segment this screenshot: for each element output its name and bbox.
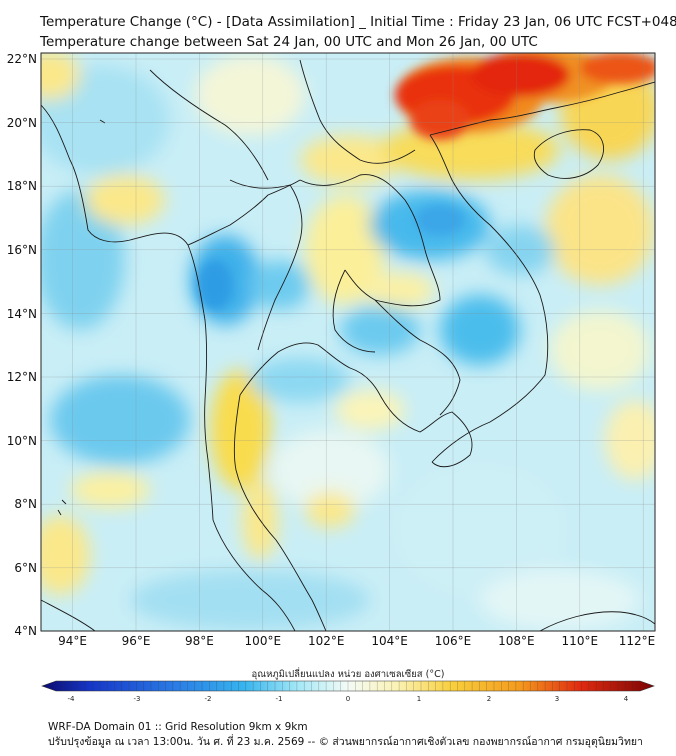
lon-label: 94°E: [58, 634, 87, 648]
lon-label: 112°E: [619, 634, 656, 648]
colorbar-tick: -1: [276, 695, 283, 703]
lon-label: 104°E: [371, 634, 408, 648]
lon-label: 98°E: [185, 634, 214, 648]
colorbar-tick: -3: [134, 695, 141, 703]
lat-label: 10°N: [7, 434, 37, 448]
colorbar-dividers: [63, 681, 633, 691]
colorbar-tick: 0: [346, 695, 350, 703]
lon-label: 96°E: [122, 634, 151, 648]
lat-label: 8°N: [14, 497, 37, 511]
footer-credit: ปรับปรุงข้อมูล ณ เวลา 13:00น. วัน ศ. ที่…: [48, 736, 643, 748]
lon-label: 100°E: [245, 634, 282, 648]
map-subtitle: Temperature change between Sat 24 Jan, 0…: [40, 34, 538, 50]
colorbar-tick: 2: [487, 695, 491, 703]
lon-label: 106°E: [435, 634, 472, 648]
temperature-field: [41, 53, 655, 631]
lat-label: 16°N: [7, 243, 37, 257]
lat-label: 4°N: [14, 624, 37, 638]
lat-label: 20°N: [7, 116, 37, 130]
colorbar-tick: 3: [555, 695, 559, 703]
lon-label: 108°E: [498, 634, 535, 648]
lat-label: 12°N: [7, 370, 37, 384]
colorbar-ticks: -4 -3 -2 -1 0 1 2 3 4: [68, 695, 629, 703]
colorbar-tick: 4: [624, 695, 629, 703]
lon-label: 102°E: [308, 634, 345, 648]
footer-model-info: WRF-DA Domain 01 :: Grid Resolution 9km …: [48, 721, 308, 733]
colorbar-tick: 1: [417, 695, 421, 703]
lon-label: 110°E: [562, 634, 599, 648]
map-frame: [40, 52, 656, 632]
lat-label: 18°N: [7, 179, 37, 193]
graticule: [41, 53, 655, 631]
footer: WRF-DA Domain 01 :: Grid Resolution 9km …: [48, 720, 643, 750]
title-block: Temperature Change (°C) - [Data Assimila…: [40, 12, 676, 52]
colorbar-tick: -2: [205, 695, 212, 703]
colorbar-label: อุณหภูมิเปลี่ยนแปลง หน่วย องศาเซลเซียส (…: [252, 667, 445, 680]
lat-label: 22°N: [7, 52, 37, 66]
colorbar-tick: -4: [68, 695, 76, 703]
coastline-borders: [41, 59, 655, 631]
lat-labels: 22°N 20°N 18°N 16°N 14°N 12°N 10°N 8°N 6…: [7, 52, 37, 638]
lat-label: 6°N: [14, 561, 37, 575]
map-title: Temperature Change (°C) - [Data Assimila…: [40, 14, 676, 30]
lon-labels: 94°E 96°E 98°E 100°E 102°E 104°E 106°E 1…: [58, 634, 655, 648]
lat-label: 14°N: [7, 307, 37, 321]
